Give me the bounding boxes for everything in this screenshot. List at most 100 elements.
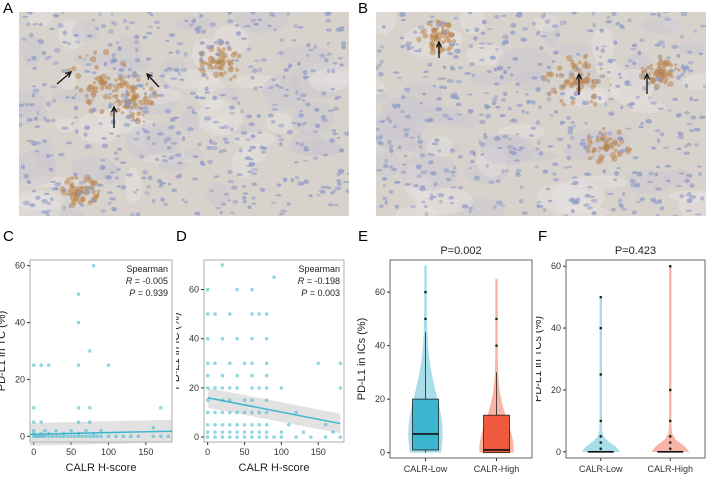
data-point	[50, 434, 55, 439]
cell-nucleus	[384, 158, 389, 164]
cell-nucleus	[152, 142, 156, 146]
cell-nucleus	[108, 92, 112, 96]
cell-nucleus	[615, 84, 621, 88]
tissue-patch	[206, 182, 231, 206]
cell-nucleus	[468, 44, 474, 49]
brown-stain	[222, 47, 226, 51]
cell-nucleus	[136, 83, 142, 87]
cell-nucleus	[538, 46, 544, 51]
data-point	[235, 422, 239, 427]
cell-nucleus	[147, 175, 153, 181]
cell-nucleus	[386, 139, 392, 145]
cell-nucleus	[30, 103, 36, 106]
cell-nucleus	[657, 199, 663, 204]
cell-nucleus	[655, 214, 660, 216]
cell-nucleus	[376, 66, 379, 70]
tissue-patch	[59, 72, 77, 90]
data-point	[87, 434, 92, 439]
cell-nucleus	[413, 49, 421, 53]
cell-nucleus	[242, 25, 248, 28]
cell-nucleus	[551, 60, 556, 63]
cell-nucleus	[546, 97, 552, 102]
cell-nucleus	[583, 204, 588, 207]
cell-nucleus	[613, 40, 618, 45]
cell-nucleus	[291, 38, 297, 42]
data-point	[65, 434, 70, 439]
brown-stain	[607, 142, 613, 148]
brown-stain	[99, 108, 105, 114]
cell-nucleus	[154, 20, 160, 24]
panel-letter-c: C	[3, 228, 14, 245]
data-point	[99, 434, 103, 439]
y-tick-label: 60	[375, 287, 385, 297]
cell-nucleus	[421, 200, 426, 204]
brown-stain	[149, 86, 154, 92]
cell-nucleus	[677, 132, 684, 137]
data-point	[250, 422, 254, 427]
cell-nucleus	[156, 26, 160, 30]
cell-nucleus	[664, 17, 672, 21]
cell-nucleus	[283, 68, 290, 72]
cell-nucleus	[30, 140, 38, 146]
brown-stain	[83, 179, 87, 184]
cell-nucleus	[473, 36, 478, 41]
cell-nucleus	[324, 58, 329, 63]
cell-nucleus	[401, 95, 406, 100]
cell-nucleus	[377, 49, 382, 53]
data-point	[205, 336, 210, 341]
cell-nucleus	[595, 134, 600, 139]
cell-nucleus	[637, 50, 642, 56]
cell-nucleus	[388, 190, 394, 194]
data-point	[242, 361, 247, 366]
data-point	[46, 434, 51, 439]
cell-nucleus	[27, 58, 31, 62]
cell-nucleus	[540, 75, 544, 80]
cell-nucleus	[241, 184, 247, 188]
cell-nucleus	[501, 169, 505, 174]
cell-nucleus	[401, 18, 407, 22]
tissue-patch	[173, 16, 215, 32]
cell-nucleus	[535, 87, 541, 93]
cell-nucleus	[125, 172, 133, 177]
cell-nucleus	[159, 181, 164, 186]
data-point	[158, 406, 163, 410]
cell-nucleus	[658, 107, 664, 111]
data-point	[31, 406, 36, 410]
brown-stain	[226, 59, 230, 64]
cell-nucleus	[47, 209, 51, 213]
cell-nucleus	[314, 123, 321, 129]
x-tick-label: CALR-Low	[579, 464, 623, 474]
cell-nucleus	[458, 185, 464, 190]
cell-nucleus	[43, 116, 47, 121]
cell-nucleus	[100, 158, 106, 162]
brown-stain	[114, 101, 117, 104]
cell-nucleus	[100, 23, 107, 29]
cell-nucleus	[566, 116, 571, 120]
cell-nucleus	[455, 95, 460, 100]
cell-nucleus	[242, 199, 247, 204]
cell-nucleus	[164, 108, 172, 114]
plot-area	[565, 259, 706, 459]
cell-nucleus	[384, 200, 388, 206]
data-point	[213, 386, 217, 390]
cell-nucleus	[294, 175, 300, 180]
x-tick-label: CALR-High	[474, 464, 520, 474]
brown-stain	[97, 189, 101, 193]
data-point	[227, 398, 232, 402]
cell-nucleus	[251, 182, 258, 186]
tissue-patch	[414, 187, 473, 214]
brown-stain	[445, 22, 452, 29]
cell-nucleus	[434, 138, 440, 143]
cell-nucleus	[299, 93, 307, 98]
data-point	[205, 398, 210, 402]
cell-nucleus	[686, 192, 692, 195]
cell-nucleus	[406, 46, 411, 51]
arrow-head-icon	[435, 40, 443, 48]
cell-nucleus	[142, 105, 149, 111]
brown-stain	[130, 112, 136, 117]
cell-nucleus	[188, 23, 194, 27]
cell-nucleus	[316, 193, 321, 197]
brown-stain	[141, 113, 145, 117]
cell-nucleus	[286, 129, 293, 135]
data-point	[151, 425, 156, 430]
